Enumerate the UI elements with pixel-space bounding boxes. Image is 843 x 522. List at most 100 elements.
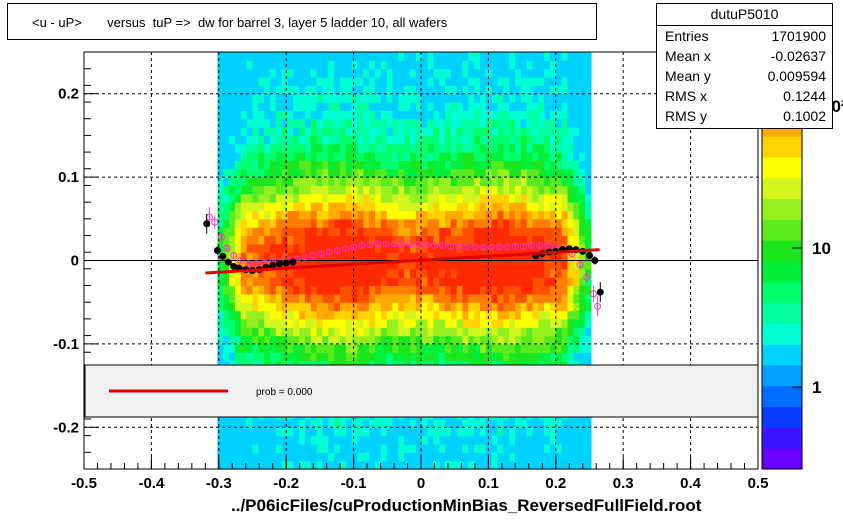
heatmap-cell (293, 118, 300, 128)
heatmap-cell (281, 193, 289, 203)
heatmap-cell (269, 135, 277, 145)
heatmap-cell (339, 177, 347, 187)
heatmap-cell (579, 68, 586, 78)
heatmap-cell (392, 135, 399, 145)
heatmap-cell (439, 252, 446, 262)
heatmap-cell (380, 443, 388, 453)
heatmap-cell (217, 85, 224, 95)
heatmap-cell (380, 68, 388, 78)
heatmap-cell (520, 318, 528, 328)
heatmap-cell (310, 427, 318, 437)
heatmap-cell (386, 218, 394, 228)
heatmap-cell (322, 160, 329, 170)
heatmap-cell (345, 93, 353, 103)
heatmap-cell (392, 252, 399, 262)
heatmap-cell (555, 452, 563, 462)
heatmap-cell (299, 268, 306, 278)
heatmap-cell (240, 135, 248, 145)
heatmap-cell (217, 152, 224, 162)
heatmap-cell (561, 310, 569, 320)
heatmap-cell (520, 452, 528, 462)
heatmap-cell (363, 318, 370, 328)
heatmap-cell (573, 285, 580, 295)
heatmap-cell (515, 127, 522, 136)
heatmap-cell (415, 427, 423, 437)
heatmap-cell (351, 160, 359, 170)
heatmap-cell (409, 52, 417, 61)
heatmap-cell (351, 143, 359, 153)
heatmap-cell (269, 277, 277, 287)
heatmap-cell (229, 77, 236, 86)
heatmap-cell (316, 160, 324, 170)
heatmap-cell (223, 160, 230, 170)
heatmap-cell (287, 435, 294, 445)
heatmap-cell (561, 143, 569, 153)
heatmap-cell (386, 193, 394, 203)
heatmap-cell (287, 218, 294, 228)
heatmap-cell (252, 160, 259, 170)
heatmap-cell (264, 127, 271, 136)
heatmap-cell (532, 135, 539, 145)
heatmap-cell (369, 343, 376, 353)
heatmap-cell (369, 460, 376, 470)
heatmap-cell (509, 452, 516, 462)
heatmap-cell (450, 118, 458, 128)
heatmap-cell (380, 435, 388, 445)
heatmap-cell (415, 152, 423, 162)
black-profile-point (224, 258, 232, 266)
heatmap-cell (474, 77, 481, 86)
heatmap-cell (468, 93, 475, 103)
heatmap-cell (555, 177, 563, 187)
heatmap-cell (561, 68, 569, 78)
heatmap-cell (275, 435, 283, 445)
heatmap-cell (538, 77, 545, 86)
stats-row-rms-y: RMS y 0.1002 (657, 106, 832, 126)
heatmap-cell (287, 427, 294, 437)
heatmap-cell (421, 127, 429, 136)
heatmap-cell (269, 318, 277, 328)
z-tick-label: 1 (812, 378, 821, 397)
heatmap-cell (439, 435, 446, 445)
heatmap-cell (474, 93, 481, 103)
heatmap-cell (567, 352, 574, 362)
heatmap-cell (468, 143, 475, 153)
heatmap-cell (316, 193, 324, 203)
heatmap-cell (515, 285, 522, 295)
heatmap-cell (316, 85, 324, 95)
heatmap-cell (474, 185, 481, 195)
heatmap-cell (345, 268, 353, 278)
heatmap-cell (392, 110, 399, 120)
heatmap-cell (304, 427, 312, 437)
heatmap-cell (439, 143, 446, 153)
heatmap-cell (269, 268, 277, 278)
heatmap-cell (439, 102, 446, 111)
heatmap-cell (439, 302, 446, 312)
heatmap-cell (363, 185, 370, 195)
heatmap-cell (281, 443, 289, 453)
heatmap-cell (433, 227, 440, 237)
heatmap-cell (229, 193, 236, 203)
heatmap-cell (275, 93, 283, 103)
heatmap-cell (491, 227, 499, 237)
pink-profile-point (374, 240, 382, 248)
heatmap-cell (351, 168, 359, 178)
heatmap-cell (550, 285, 557, 295)
heatmap-cell (234, 252, 242, 262)
heatmap-cell (269, 210, 277, 220)
pink-profile-point (217, 233, 225, 241)
heatmap-cell (363, 118, 370, 128)
heatmap-cell (433, 152, 440, 162)
heatmap-cell (567, 235, 574, 245)
heatmap-cell (304, 302, 312, 312)
heatmap-cell (555, 118, 563, 128)
heatmap-cell (479, 277, 487, 287)
heatmap-cell (398, 93, 405, 103)
heatmap-cell (433, 102, 440, 111)
heatmap-cell (339, 452, 347, 462)
heatmap-cell (456, 335, 464, 345)
heatmap-cell (479, 68, 487, 78)
heatmap-cell (561, 343, 569, 353)
heatmap-cell (258, 252, 265, 262)
heatmap-cell (456, 93, 464, 103)
heatmap-cell (310, 277, 318, 287)
